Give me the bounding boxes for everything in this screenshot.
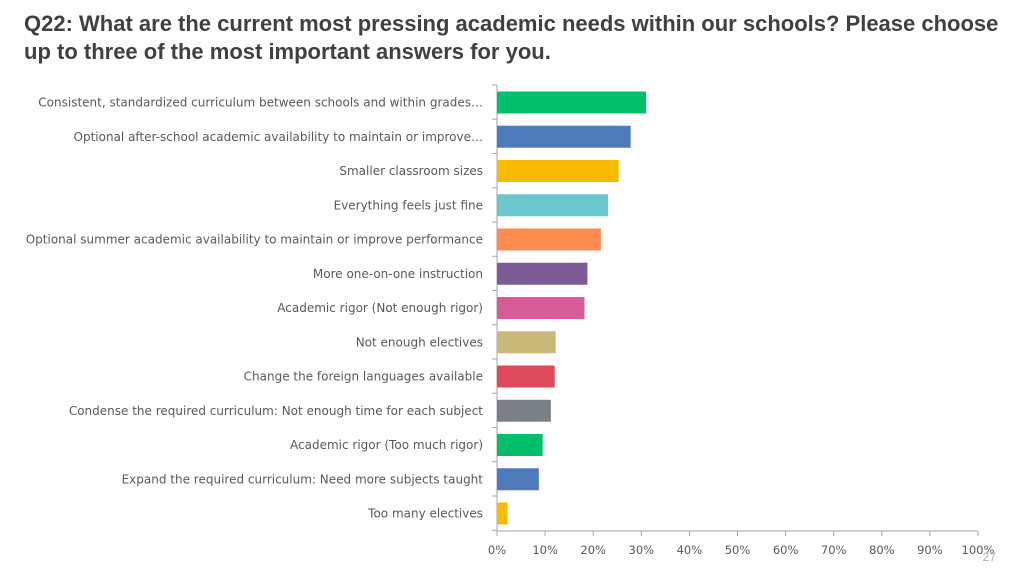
bar bbox=[497, 399, 551, 422]
x-tick-label: 70% bbox=[821, 543, 847, 557]
chart-title: Q22: What are the current most pressing … bbox=[24, 11, 999, 64]
page-number: 27 bbox=[982, 550, 996, 564]
category-label: Academic rigor (Too much rigor) bbox=[290, 438, 483, 452]
x-tick-label: 60% bbox=[773, 543, 799, 557]
bar bbox=[497, 331, 556, 354]
bar bbox=[497, 502, 508, 525]
category-label: More one-on-one instruction bbox=[313, 267, 483, 281]
bar bbox=[497, 262, 588, 285]
x-tick-label: 40% bbox=[677, 543, 703, 557]
category-label: Everything feels just fine bbox=[334, 198, 483, 212]
bar bbox=[497, 125, 631, 148]
bar bbox=[497, 160, 619, 182]
bar bbox=[497, 297, 585, 319]
category-label: Too many electives bbox=[367, 507, 483, 521]
x-tick-label: 20% bbox=[580, 543, 606, 557]
category-label: Academic rigor (Not enough rigor) bbox=[277, 301, 483, 315]
bar bbox=[497, 434, 543, 456]
category-label: Not enough electives bbox=[356, 335, 483, 349]
category-label: Expand the required curriculum: Need mor… bbox=[122, 472, 484, 486]
category-label: Consistent, standardized curriculum betw… bbox=[38, 96, 483, 110]
x-tick-label: 80% bbox=[869, 543, 895, 557]
x-tick-label: 10% bbox=[532, 543, 558, 557]
bar bbox=[497, 194, 609, 217]
x-tick-label: 30% bbox=[629, 543, 655, 557]
bar bbox=[497, 468, 539, 491]
bar bbox=[497, 91, 647, 114]
x-tick-label: 100% bbox=[962, 543, 995, 557]
bar bbox=[497, 365, 555, 388]
category-label: Condense the required curriculum: Not en… bbox=[69, 404, 483, 418]
x-tick-label: 50% bbox=[725, 543, 751, 557]
category-label: Optional summer academic availability to… bbox=[26, 233, 483, 247]
category-label: Smaller classroom sizes bbox=[339, 164, 483, 178]
category-label: Optional after-school academic availabil… bbox=[74, 130, 483, 144]
x-tick-label: 0% bbox=[488, 543, 506, 557]
x-tick-label: 90% bbox=[917, 543, 943, 557]
category-label: Change the foreign languages available bbox=[244, 370, 483, 384]
bar bbox=[497, 228, 601, 251]
